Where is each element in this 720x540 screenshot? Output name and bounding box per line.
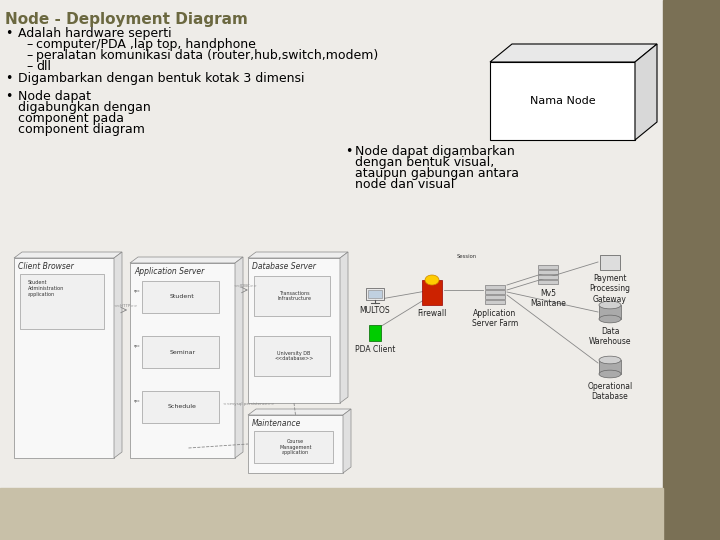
Text: Database Server: Database Server — [252, 262, 316, 271]
Bar — [366, 288, 384, 300]
Bar — [485, 290, 505, 294]
Text: Student
Administration
application: Student Administration application — [28, 280, 64, 296]
Text: •: • — [5, 90, 12, 103]
Text: University DB
<<database>>: University DB <<database>> — [274, 350, 314, 361]
Text: Mv5
Maintane: Mv5 Maintane — [530, 289, 566, 308]
Bar — [254, 276, 330, 316]
Bar — [485, 300, 505, 304]
Text: –: – — [26, 38, 32, 51]
Bar — [538, 265, 558, 269]
Text: node dan visual: node dan visual — [355, 178, 454, 191]
Text: Transactions
Infrastructure: Transactions Infrastructure — [277, 291, 311, 301]
Text: component pada: component pada — [18, 112, 124, 125]
Text: dll: dll — [36, 60, 51, 73]
Text: Session: Session — [457, 254, 477, 259]
Bar — [142, 391, 219, 423]
Ellipse shape — [599, 370, 621, 378]
Text: rpc: rpc — [134, 289, 140, 293]
Bar — [599, 305, 621, 319]
Text: component diagram: component diagram — [18, 123, 145, 136]
Text: Node - Deployment Diagram: Node - Deployment Diagram — [5, 12, 248, 27]
Text: •: • — [345, 145, 352, 158]
Bar — [663, 0, 720, 540]
Polygon shape — [235, 257, 243, 458]
Text: MULTOS: MULTOS — [360, 306, 390, 315]
Bar — [130, 263, 235, 458]
Polygon shape — [114, 252, 122, 458]
Text: Student: Student — [170, 294, 195, 300]
Bar — [599, 360, 621, 374]
Text: peralatan komunikasi data (router,hub,switch,modem): peralatan komunikasi data (router,hub,sw… — [36, 49, 378, 62]
Bar — [142, 336, 219, 368]
Bar — [538, 270, 558, 274]
Text: –: – — [26, 60, 32, 73]
Text: Seminar: Seminar — [169, 349, 196, 354]
Polygon shape — [343, 409, 351, 473]
Text: Client Browser: Client Browser — [18, 262, 73, 271]
Text: Nama Node: Nama Node — [530, 96, 595, 106]
Text: Application Server: Application Server — [134, 267, 204, 276]
Text: rpc: rpc — [134, 344, 140, 348]
Text: •: • — [5, 27, 12, 40]
Bar — [248, 415, 343, 473]
Text: Maintenance: Maintenance — [252, 419, 302, 428]
Bar — [538, 280, 558, 284]
Bar — [538, 275, 558, 279]
Polygon shape — [248, 409, 351, 415]
Text: Application
Server Farm: Application Server Farm — [472, 309, 518, 328]
Bar — [248, 258, 340, 403]
Bar — [485, 285, 505, 289]
Text: Adalah hardware seperti: Adalah hardware seperti — [18, 27, 171, 40]
Text: PDA Client: PDA Client — [355, 345, 395, 354]
Polygon shape — [248, 252, 348, 258]
Ellipse shape — [599, 301, 621, 309]
Text: Schedule: Schedule — [168, 404, 197, 409]
Bar — [600, 255, 620, 270]
Text: Digambarkan dengan bentuk kotak 3 dimensi: Digambarkan dengan bentuk kotak 3 dimens… — [18, 72, 305, 85]
Polygon shape — [130, 257, 243, 263]
Bar — [368, 290, 382, 298]
Text: digabungkan dengan: digabungkan dengan — [18, 101, 150, 114]
Bar — [485, 295, 505, 299]
Polygon shape — [635, 44, 657, 140]
Text: Payment
Processing
Gateway: Payment Processing Gateway — [590, 274, 631, 304]
Text: –: – — [26, 49, 32, 62]
Text: Firewall: Firewall — [418, 309, 446, 318]
Bar — [369, 325, 381, 341]
Ellipse shape — [425, 275, 439, 285]
Bar — [14, 258, 114, 458]
Text: <<HTTP>>: <<HTTP>> — [114, 304, 138, 308]
Bar — [20, 274, 104, 329]
Polygon shape — [490, 44, 657, 62]
Text: dengan bentuk visual,: dengan bentuk visual, — [355, 156, 494, 169]
Bar — [422, 280, 442, 305]
Text: Data
Warehouse: Data Warehouse — [589, 327, 631, 346]
Bar — [0, 488, 663, 540]
Polygon shape — [14, 252, 122, 258]
Polygon shape — [340, 252, 348, 403]
Bar — [142, 281, 219, 313]
Bar — [490, 62, 635, 140]
Text: <<JDBC>>: <<JDBC>> — [233, 284, 258, 288]
Text: Operational
Database: Operational Database — [588, 382, 633, 401]
Text: •: • — [5, 72, 12, 85]
Text: Course
Management
application: Course Management application — [279, 438, 312, 455]
Ellipse shape — [599, 315, 621, 323]
Bar — [254, 336, 330, 376]
Text: <<mysql persistence>>: <<mysql persistence>> — [223, 402, 274, 406]
Text: ataupun gabungan antara: ataupun gabungan antara — [355, 167, 519, 180]
Text: rpc: rpc — [134, 399, 140, 403]
Text: computer/PDA ,lap top, handphone: computer/PDA ,lap top, handphone — [36, 38, 256, 51]
Text: Node dapat digambarkan: Node dapat digambarkan — [355, 145, 515, 158]
Bar — [254, 431, 333, 463]
Ellipse shape — [599, 356, 621, 364]
Text: Node dapat: Node dapat — [18, 90, 91, 103]
